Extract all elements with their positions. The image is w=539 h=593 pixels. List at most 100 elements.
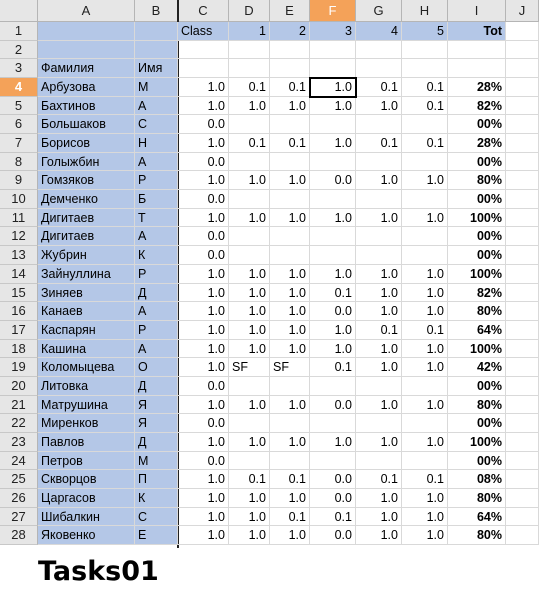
cell-f21[interactable]: 0.0 [310, 395, 356, 415]
cell-i27[interactable]: 64% [448, 507, 506, 527]
cell-b22[interactable]: Я [135, 414, 178, 433]
cell-g20[interactable] [356, 376, 402, 396]
cell-e21[interactable]: 1.0 [270, 395, 310, 415]
cell-g9[interactable]: 1.0 [356, 171, 402, 191]
column-header-b[interactable]: B [135, 0, 178, 22]
cell-b17[interactable]: Р [135, 320, 178, 340]
cell-j19[interactable] [506, 358, 539, 377]
cell-c16[interactable]: 1.0 [178, 302, 229, 321]
cell-e14[interactable]: 1.0 [270, 264, 310, 284]
cell-i8[interactable]: 00% [448, 152, 506, 172]
cell-j11[interactable] [506, 208, 539, 228]
cell-f12[interactable] [310, 227, 356, 247]
cell-b16[interactable]: А [135, 302, 178, 321]
column-header-h[interactable]: H [402, 0, 448, 22]
cell-b21[interactable]: Я [135, 395, 178, 415]
row-header-12[interactable]: 12 [0, 227, 38, 247]
cell-a15[interactable]: Зиняев [38, 283, 135, 303]
cell-e20[interactable] [270, 376, 310, 396]
cell-h21[interactable]: 1.0 [402, 395, 448, 415]
cell-a11[interactable]: Дигитаев [38, 208, 135, 228]
cell-g11[interactable]: 1.0 [356, 208, 402, 228]
cell-d4[interactable]: 0.1 [229, 78, 270, 97]
cell-j5[interactable] [506, 96, 539, 116]
cell-g12[interactable] [356, 227, 402, 247]
cell-i10[interactable]: 00% [448, 190, 506, 209]
cell-d13[interactable] [229, 246, 270, 265]
cell-f25[interactable]: 0.0 [310, 470, 356, 489]
cell-d2[interactable] [229, 40, 270, 60]
cell-c25[interactable]: 1.0 [178, 470, 229, 489]
cell-c17[interactable]: 1.0 [178, 320, 229, 340]
cell-b11[interactable]: Т [135, 208, 178, 228]
row-header-5[interactable]: 5 [0, 96, 38, 116]
cell-d11[interactable]: 1.0 [229, 208, 270, 228]
cell-d10[interactable] [229, 190, 270, 209]
cell-f17[interactable]: 1.0 [310, 320, 356, 340]
cell-j20[interactable] [506, 376, 539, 396]
cell-d9[interactable]: 1.0 [229, 171, 270, 191]
cell-d3[interactable] [229, 59, 270, 79]
cell-f16[interactable]: 0.0 [310, 302, 356, 321]
cell-h9[interactable]: 1.0 [402, 171, 448, 191]
cell-g2[interactable] [356, 40, 402, 60]
cell-c5[interactable]: 1.0 [178, 96, 229, 116]
cell-b6[interactable]: С [135, 115, 178, 135]
row-header-8[interactable]: 8 [0, 152, 38, 172]
cell-e24[interactable] [270, 451, 310, 471]
cell-h19[interactable]: 1.0 [402, 358, 448, 377]
cell-e22[interactable] [270, 414, 310, 433]
row-header-11[interactable]: 11 [0, 208, 38, 228]
cell-i28[interactable]: 80% [448, 526, 506, 546]
cell-e27[interactable]: 0.1 [270, 507, 310, 527]
cell-i22[interactable]: 00% [448, 414, 506, 433]
header-cell-i[interactable]: Tot [448, 22, 506, 41]
cell-h25[interactable]: 0.1 [402, 470, 448, 489]
cell-d8[interactable] [229, 152, 270, 172]
cell-a1[interactable] [38, 22, 135, 41]
row-header-7[interactable]: 7 [0, 134, 38, 153]
cell-g6[interactable] [356, 115, 402, 135]
row-header-15[interactable]: 15 [0, 283, 38, 303]
cell-f7[interactable]: 1.0 [310, 134, 356, 153]
cell-i3[interactable] [448, 59, 506, 79]
cell-i2[interactable] [448, 40, 506, 60]
cell-h17[interactable]: 0.1 [402, 320, 448, 340]
cell-g13[interactable] [356, 246, 402, 265]
cell-c14[interactable]: 1.0 [178, 264, 229, 284]
cell-b13[interactable]: К [135, 246, 178, 265]
cell-h7[interactable]: 0.1 [402, 134, 448, 153]
row-header-3[interactable]: 3 [0, 59, 38, 79]
cell-a4[interactable]: Арбузова [38, 78, 135, 97]
cell-a13[interactable]: Жубрин [38, 246, 135, 265]
cell-c9[interactable]: 1.0 [178, 171, 229, 191]
cell-a2[interactable] [38, 40, 135, 60]
cell-c19[interactable]: 1.0 [178, 358, 229, 377]
header-cell-g[interactable]: 4 [356, 22, 402, 41]
cell-j17[interactable] [506, 320, 539, 340]
cell-c22[interactable]: 0.0 [178, 414, 229, 433]
cell-g5[interactable]: 1.0 [356, 96, 402, 116]
cell-b27[interactable]: С [135, 507, 178, 527]
column-header-g[interactable]: G [356, 0, 402, 22]
cell-b7[interactable]: Н [135, 134, 178, 153]
cell-e12[interactable] [270, 227, 310, 247]
cell-h2[interactable] [402, 40, 448, 60]
cell-d25[interactable]: 0.1 [229, 470, 270, 489]
cell-g10[interactable] [356, 190, 402, 209]
cell-a7[interactable]: Борисов [38, 134, 135, 153]
row-header-14[interactable]: 14 [0, 264, 38, 284]
column-header-f[interactable]: F [310, 0, 356, 22]
row-header-20[interactable]: 20 [0, 376, 38, 396]
cell-h8[interactable] [402, 152, 448, 172]
cell-f5[interactable]: 1.0 [310, 96, 356, 116]
cell-i21[interactable]: 80% [448, 395, 506, 415]
cell-h14[interactable]: 1.0 [402, 264, 448, 284]
cell-i14[interactable]: 100% [448, 264, 506, 284]
cell-f8[interactable] [310, 152, 356, 172]
cell-b2[interactable] [135, 40, 178, 60]
cell-d18[interactable]: 1.0 [229, 339, 270, 359]
cell-i19[interactable]: 42% [448, 358, 506, 377]
cell-h26[interactable]: 1.0 [402, 489, 448, 508]
cell-h15[interactable]: 1.0 [402, 283, 448, 303]
